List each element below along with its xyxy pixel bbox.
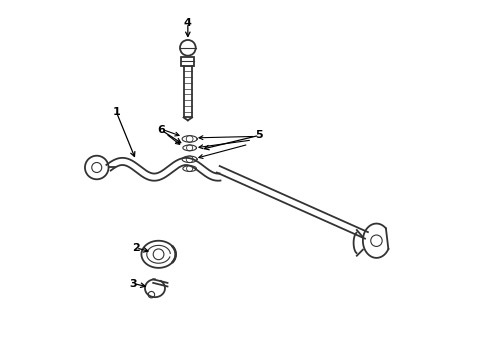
Text: 1: 1	[113, 107, 120, 117]
Text: 3: 3	[130, 279, 137, 289]
Text: 2: 2	[132, 243, 140, 253]
Text: 5: 5	[255, 130, 263, 140]
Text: 6: 6	[157, 125, 165, 135]
Text: 4: 4	[184, 18, 192, 28]
